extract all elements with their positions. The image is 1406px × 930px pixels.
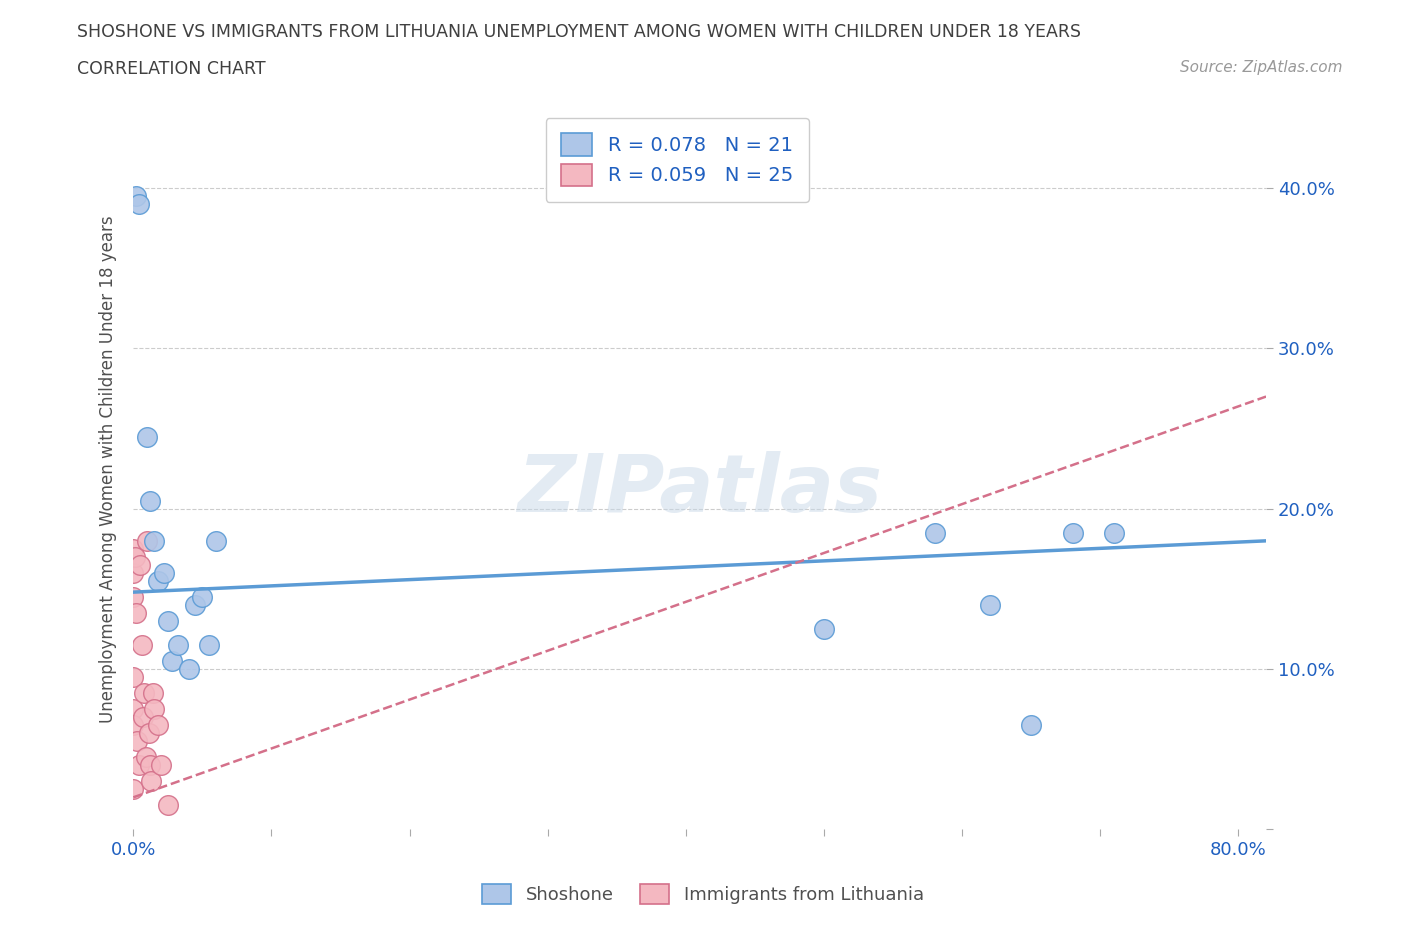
Point [205, 534, 228, 549]
Point [166, 638, 188, 653]
Point [813, 621, 835, 636]
Point [139, 493, 162, 508]
Point [1019, 718, 1042, 733]
Point [141, 774, 163, 789]
Point [134, 685, 156, 700]
Point [128, 758, 150, 773]
Point [128, 197, 150, 212]
Point [148, 718, 170, 733]
Point [138, 725, 160, 740]
Point [979, 597, 1001, 612]
Point [122, 541, 145, 556]
Point [122, 590, 145, 604]
Legend: Shoshone, Immigrants from Lithuania: Shoshone, Immigrants from Lithuania [475, 876, 931, 911]
Point [177, 661, 200, 676]
Point [124, 550, 146, 565]
Point [139, 758, 162, 773]
Text: SHOSHONE VS IMMIGRANTS FROM LITHUANIA UNEMPLOYMENT AMONG WOMEN WITH CHILDREN UND: SHOSHONE VS IMMIGRANTS FROM LITHUANIA UN… [77, 23, 1081, 41]
Point [143, 534, 166, 549]
Point [136, 430, 159, 445]
Text: Source: ZipAtlas.com: Source: ZipAtlas.com [1180, 60, 1343, 75]
Point [135, 750, 157, 764]
Point [198, 638, 221, 653]
Point [924, 525, 946, 540]
Point [191, 590, 214, 604]
Point [127, 734, 149, 749]
Point [143, 702, 166, 717]
Text: CORRELATION CHART: CORRELATION CHART [77, 60, 266, 78]
Point [122, 702, 145, 717]
Point [1102, 525, 1125, 540]
Point [122, 718, 145, 733]
Y-axis label: Unemployment Among Women with Children Under 18 years: Unemployment Among Women with Children U… [100, 215, 117, 723]
Text: ZIPatlas: ZIPatlas [517, 451, 882, 529]
Point [125, 189, 148, 204]
Point [131, 638, 153, 653]
Point [160, 654, 183, 669]
Point [184, 597, 207, 612]
Point [136, 534, 159, 549]
Point [125, 605, 148, 620]
Legend: R = 0.078   N = 21, R = 0.059   N = 25: R = 0.078 N = 21, R = 0.059 N = 25 [546, 118, 808, 202]
Point [156, 798, 179, 813]
Point [1062, 525, 1084, 540]
Point [122, 670, 145, 684]
Point [122, 565, 145, 580]
Point [132, 710, 155, 724]
Point [148, 574, 170, 589]
Point [149, 758, 172, 773]
Point [152, 565, 174, 580]
Point [129, 557, 152, 572]
Point [142, 685, 165, 700]
Point [122, 782, 145, 797]
Point [156, 614, 179, 629]
